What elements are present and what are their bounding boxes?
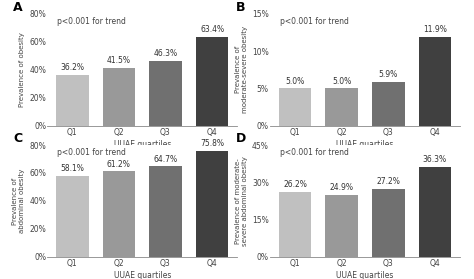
Text: 46.3%: 46.3% — [154, 49, 178, 58]
Bar — [372, 82, 405, 126]
Bar — [149, 166, 182, 257]
Text: 5.0%: 5.0% — [332, 76, 351, 86]
Text: 24.9%: 24.9% — [330, 183, 354, 192]
Text: 63.4%: 63.4% — [200, 25, 224, 34]
Bar — [419, 37, 451, 126]
Bar — [102, 68, 135, 126]
Text: p<0.001 for trend: p<0.001 for trend — [57, 17, 126, 26]
Text: 11.9%: 11.9% — [423, 25, 447, 34]
Text: 5.0%: 5.0% — [285, 76, 305, 86]
X-axis label: UUAE quartiles: UUAE quartiles — [336, 140, 394, 149]
Text: D: D — [236, 132, 246, 145]
Bar — [419, 167, 451, 257]
X-axis label: UUAE quartiles: UUAE quartiles — [336, 271, 394, 279]
Text: 5.9%: 5.9% — [379, 70, 398, 79]
Text: 64.7%: 64.7% — [154, 155, 178, 163]
Text: 41.5%: 41.5% — [107, 56, 131, 65]
Text: 27.2%: 27.2% — [376, 177, 400, 186]
Bar — [196, 37, 228, 126]
Bar — [279, 88, 311, 126]
Text: 58.1%: 58.1% — [60, 164, 84, 173]
Y-axis label: Prevalence of obesity: Prevalence of obesity — [19, 32, 25, 107]
Text: 75.8%: 75.8% — [200, 139, 224, 148]
Bar — [149, 61, 182, 126]
Bar — [279, 192, 311, 257]
Bar — [372, 189, 405, 257]
Text: B: B — [236, 1, 246, 14]
Text: 36.3%: 36.3% — [423, 155, 447, 164]
Y-axis label: Prevalence of
moderate-severe obesity: Prevalence of moderate-severe obesity — [235, 26, 248, 113]
Text: p<0.001 for trend: p<0.001 for trend — [280, 148, 348, 157]
Bar — [56, 75, 89, 126]
Text: 26.2%: 26.2% — [283, 180, 307, 189]
Text: p<0.001 for trend: p<0.001 for trend — [57, 148, 126, 157]
Bar — [325, 88, 358, 126]
Bar — [325, 195, 358, 257]
Y-axis label: Prevalence of moderate-
severe abdominal obesity: Prevalence of moderate- severe abdominal… — [235, 156, 248, 246]
Bar — [102, 171, 135, 257]
X-axis label: UUAE quartiles: UUAE quartiles — [113, 271, 171, 279]
Bar — [56, 176, 89, 257]
Text: A: A — [13, 1, 23, 14]
Text: 61.2%: 61.2% — [107, 160, 131, 169]
Text: 36.2%: 36.2% — [60, 63, 84, 72]
Text: p<0.001 for trend: p<0.001 for trend — [280, 17, 348, 26]
Y-axis label: Prevalence of
abdominal obesity: Prevalence of abdominal obesity — [12, 169, 25, 233]
Bar — [196, 151, 228, 257]
Text: C: C — [13, 132, 22, 145]
X-axis label: UUAE quartiles: UUAE quartiles — [113, 140, 171, 149]
